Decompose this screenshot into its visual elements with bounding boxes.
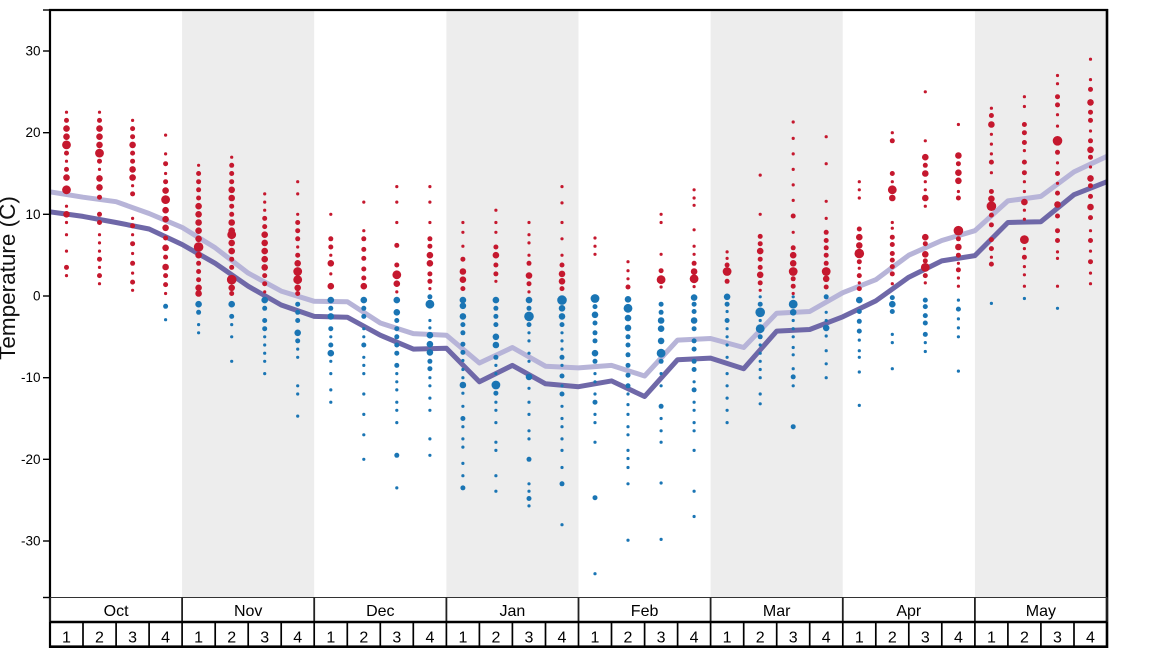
svg-text:2: 2 [95,630,104,647]
svg-text:3: 3 [921,630,930,647]
svg-text:Apr: Apr [896,603,922,620]
svg-text:4: 4 [293,630,302,647]
svg-text:4: 4 [954,630,963,647]
svg-text:-20: -20 [21,452,41,467]
svg-text:1: 1 [855,630,864,647]
svg-text:10: 10 [25,207,40,222]
svg-text:1: 1 [723,630,732,647]
svg-text:May: May [1026,603,1056,620]
svg-text:3: 3 [1053,630,1062,647]
svg-text:Feb: Feb [631,603,659,620]
svg-text:Jan: Jan [500,603,526,620]
svg-text:Oct: Oct [104,603,129,620]
svg-text:Nov: Nov [234,603,262,620]
svg-text:2: 2 [756,630,765,647]
svg-text:2: 2 [1020,630,1029,647]
svg-text:2: 2 [888,630,897,647]
svg-text:1: 1 [987,630,996,647]
svg-text:3: 3 [392,630,401,647]
svg-text:30: 30 [25,44,40,59]
svg-text:1: 1 [591,630,600,647]
svg-text:3: 3 [657,630,666,647]
svg-text:20: 20 [25,125,40,140]
svg-text:1: 1 [62,630,71,647]
svg-text:Temperature (C): Temperature (C) [0,196,20,360]
svg-text:2: 2 [359,630,368,647]
svg-text:1: 1 [194,630,203,647]
svg-text:4: 4 [558,630,567,647]
svg-text:4: 4 [1086,630,1095,647]
svg-text:4: 4 [425,630,434,647]
svg-text:3: 3 [525,630,534,647]
svg-text:Dec: Dec [366,603,394,620]
svg-text:2: 2 [491,630,500,647]
svg-text:Mar: Mar [763,603,791,620]
svg-text:-10: -10 [21,370,41,385]
svg-text:4: 4 [690,630,699,647]
svg-text:2: 2 [227,630,236,647]
svg-text:4: 4 [161,630,170,647]
svg-text:0: 0 [33,289,41,304]
svg-text:4: 4 [822,630,831,647]
svg-text:1: 1 [458,630,467,647]
svg-text:3: 3 [789,630,798,647]
svg-text:3: 3 [128,630,137,647]
svg-text:3: 3 [260,630,269,647]
svg-text:1: 1 [326,630,335,647]
svg-text:2: 2 [624,630,633,647]
svg-text:-30: -30 [21,534,41,549]
